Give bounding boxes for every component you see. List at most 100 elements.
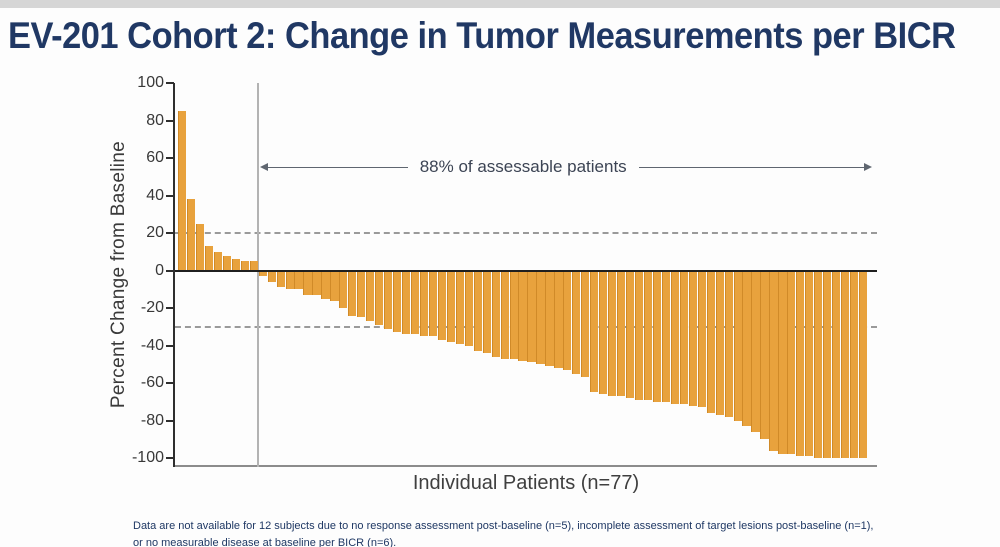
bar [231,259,240,271]
y-tick-mark [166,457,174,459]
bar [375,270,384,325]
bar [312,270,321,295]
y-tick-label: -80 [140,411,164,429]
bar [805,270,814,457]
bar [688,270,697,406]
footnote: Data are not available for 12 subjects d… [133,518,873,547]
bar [661,270,671,402]
bar [419,270,429,337]
bar [500,270,509,359]
bar [186,199,196,271]
bar [402,270,411,335]
positive-negative-separator-line [257,83,260,467]
bar [527,270,536,363]
bar [249,261,258,271]
top-border-strip [0,0,1000,8]
bar [258,270,267,277]
bar [464,270,473,346]
bar [590,270,599,393]
bar [455,270,464,344]
footnote-line-1: Data are not available for 12 subjects d… [133,520,874,532]
bar [617,270,626,397]
bar [178,111,187,271]
y-tick-label: -40 [140,336,164,354]
y-tick-mark [166,382,174,384]
bar [509,270,518,359]
bar [742,270,751,427]
bar [321,270,330,299]
bar [643,270,653,400]
bar [437,270,447,340]
y-tick-mark [166,119,174,122]
bar [778,270,787,455]
bar [294,270,303,290]
bar [751,270,760,432]
bar [303,270,312,295]
bar [348,270,357,316]
y-tick-label: 20 [146,224,164,241]
bar [724,270,733,417]
bar [634,270,644,400]
bar [213,251,223,271]
bar [554,270,563,368]
y-tick-label: 40 [146,186,164,204]
bar [446,270,455,342]
x-axis-line [175,465,877,467]
bar [195,223,205,271]
arrow-line-right [638,166,864,168]
x-axis-label: Individual Patients (n=77) [412,472,640,494]
y-tick-label: 100 [137,74,164,91]
y-tick-label: 60 [146,149,164,166]
bar [563,270,572,370]
bar [491,270,500,357]
bar [384,270,393,329]
bar [787,270,796,455]
bar [832,270,841,458]
bar [572,270,581,374]
bar [850,270,859,458]
bar [581,270,590,378]
y-tick-mark [166,82,174,84]
arrow-line-left [268,166,408,168]
bar [823,270,832,458]
bar [599,270,608,395]
bar [357,270,366,318]
y-tick-mark [166,194,174,197]
bar [733,270,742,421]
page-title: EV-201 Cohort 2: Change in Tumor Measure… [8,15,956,56]
y-tick-mark [166,344,174,347]
y-tick-mark [166,269,174,272]
bar [769,270,778,451]
waterfall-plot-area: 88% of assessable patients [175,83,877,467]
bar [393,270,402,333]
y-tick-mark [166,419,174,422]
bar [222,255,231,271]
bar [715,270,724,415]
bar [339,270,348,308]
y-tick-label: 0 [155,261,164,279]
bar [841,270,850,458]
bar [679,270,688,404]
bar [760,270,769,440]
bar [796,270,805,457]
bar [330,270,339,301]
bar [482,270,491,353]
y-tick-label: -20 [140,299,164,316]
bar [536,270,545,365]
y-tick-label: -100 [131,449,164,466]
bar [652,270,662,402]
y-axis-line [173,83,175,467]
arrow-right-icon [864,163,872,171]
y-tick-label: -60 [140,374,164,391]
bar [473,270,482,352]
bar [545,270,554,367]
bar [814,270,823,458]
bar [697,270,706,408]
bar [518,270,527,361]
zero-baseline [175,269,877,272]
bar [410,270,420,335]
bar [858,270,868,458]
arrow-left-icon [260,163,268,171]
bar [267,270,276,282]
